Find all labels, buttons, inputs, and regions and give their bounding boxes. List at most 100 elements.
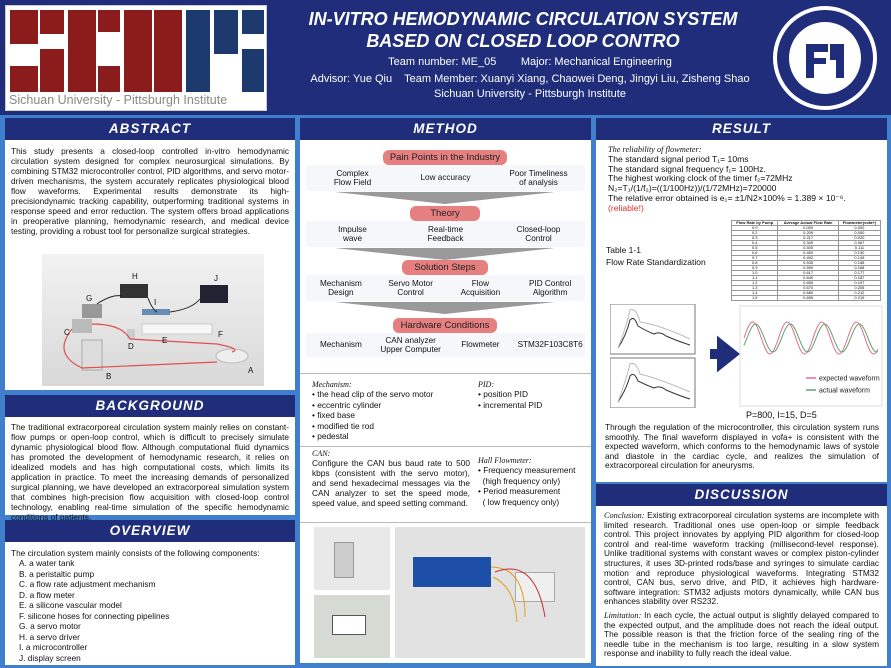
stage-title: Solution Steps bbox=[402, 260, 488, 275]
title-line-2: BASED ON CLOSED LOOP CONTRO bbox=[366, 31, 680, 51]
discussion-heading: DISCUSSION bbox=[596, 484, 887, 506]
label-H: H bbox=[132, 272, 138, 281]
result-heading: RESULT bbox=[596, 118, 887, 140]
list-item: H. a servo driver bbox=[19, 631, 80, 642]
abstract-heading: ABSTRACT bbox=[5, 118, 295, 140]
team-members: Team Member: Xuanyi Xiang, Chaowei Deng,… bbox=[404, 73, 750, 85]
error-line: The relative error obtained is e₁= ±1/N2… bbox=[608, 192, 846, 203]
limitation-label: Limitation: bbox=[604, 610, 642, 620]
flow-waveform-chart-1 bbox=[610, 304, 696, 355]
stage-item: Poor Timeliness of analysis bbox=[509, 168, 568, 188]
title-line-1: IN-VITRO HEMODYNAMIC CIRCULATION SYSTEM bbox=[308, 9, 738, 29]
label-J: J bbox=[214, 274, 218, 283]
stage-title: Theory bbox=[410, 206, 480, 221]
system-diagram-image: H I J G C D E F A B bbox=[42, 254, 264, 386]
team-number: Team number: ME_05 bbox=[388, 56, 497, 68]
table-cell: 1.5 bbox=[730, 295, 779, 301]
list-item: A. a water tank bbox=[19, 558, 75, 568]
table-cell: 0.219 bbox=[837, 295, 882, 301]
list-item: F. silicone hoses for connecting pipelin… bbox=[19, 610, 170, 621]
overview-panel: OVERVIEW The circulation system mainly c… bbox=[5, 520, 295, 665]
list-item: E. a silicone vascular model bbox=[19, 600, 122, 610]
waveform-mean-line-1 bbox=[617, 318, 691, 349]
stage-item: Low accuracy bbox=[420, 173, 471, 183]
stage-item: Complex Flow Field bbox=[333, 168, 372, 188]
stage-items-row: Impulse wave Real-time Feedback Closed-loo… bbox=[306, 221, 585, 247]
result-charts: expected waveform actual waveform bbox=[610, 304, 883, 408]
bullet-item: • position PID bbox=[478, 389, 528, 399]
down-chevron-icon bbox=[335, 248, 555, 260]
bullet-item: • fixed base bbox=[312, 410, 356, 420]
label-G: G bbox=[86, 294, 93, 303]
can-text: Configure the CAN bus baud rate to 500 k… bbox=[312, 458, 470, 508]
list-item: D. a flow meter bbox=[19, 589, 75, 600]
mechanism-title: Mechanism: bbox=[312, 380, 352, 389]
flowmeter-photo bbox=[314, 595, 390, 658]
can-block: CAN: Configure the CAN bus baud rate to … bbox=[312, 449, 470, 508]
bullet-item: • pedestal bbox=[312, 431, 349, 441]
reliability-line: The highest working clock of the timer f… bbox=[608, 173, 793, 184]
stage-item: Closed-loop Control bbox=[516, 224, 561, 244]
label-C: C bbox=[64, 328, 70, 337]
bullet-item: • Period measurement ( low frequency onl… bbox=[478, 486, 561, 507]
table-caption: Table 1-1 bbox=[606, 245, 641, 255]
stage-items-row: Mechanism CAN analyzer Upper Computer Flow… bbox=[306, 333, 585, 357]
component-list: A. a water tank B. a peristaltic pump C.… bbox=[5, 558, 295, 663]
label-E: E bbox=[162, 336, 168, 345]
arrow-right-icon bbox=[710, 335, 741, 373]
poster-header: Sichuan University - Pittsburgh Institut… bbox=[0, 0, 891, 115]
overview-intro: The circulation system mainly consists o… bbox=[11, 548, 260, 558]
reliability-line: The standard signal period T₁= 10ms bbox=[608, 153, 749, 164]
background-panel: BACKGROUND The traditional extracorporea… bbox=[5, 395, 295, 522]
university-seal bbox=[773, 6, 877, 110]
bullet-item: • the head clip of the servo motor bbox=[312, 389, 434, 399]
result-summary: Through the regulation of the microcontr… bbox=[605, 422, 879, 471]
stage-item: Servo Motor Control bbox=[388, 278, 433, 298]
stage-item: Impulse wave bbox=[338, 224, 367, 244]
label-D: D bbox=[128, 342, 134, 351]
expected-waveform-line bbox=[743, 321, 879, 355]
pid-params: P=800, I=15, D=5 bbox=[746, 410, 817, 420]
conclusion-label: Conclusion: bbox=[604, 511, 645, 520]
stage-item: Flowmeter bbox=[461, 340, 500, 350]
flow-waveform-chart-2 bbox=[610, 357, 696, 408]
microcontroller-photo bbox=[395, 527, 585, 658]
bullet-item: • incremental PID bbox=[478, 399, 543, 410]
overview-heading: OVERVIEW bbox=[5, 520, 295, 542]
label-F: F bbox=[218, 330, 223, 339]
legend-actual: actual waveform bbox=[819, 388, 870, 395]
poster-title: IN-VITRO HEMODYNAMIC CIRCULATION SYSTEM … bbox=[283, 8, 763, 52]
stage-item: Mechanism bbox=[319, 340, 362, 350]
reliability-line: The standard signal frequency f₁= 100Hz. bbox=[608, 163, 766, 174]
waveform-mean-line-2 bbox=[617, 373, 691, 403]
major: Major: Mechanical Engineering bbox=[520, 56, 672, 68]
bullet-item: • eccentric cylinder bbox=[312, 399, 382, 410]
limitation-text: In each cycle, the actual output is slig… bbox=[604, 609, 879, 659]
table-cell: 0.695 bbox=[777, 295, 839, 301]
pid-block: PID: • position PID • incremental PID bbox=[478, 380, 586, 410]
list-item: C. a flow rate adjustment mechanism bbox=[19, 579, 156, 589]
mechanism-block: Mechanism: • the head clip of the servo … bbox=[312, 380, 470, 442]
legend-expected: expected waveform bbox=[819, 376, 880, 383]
background-text: The traditional extracorporeal circulati… bbox=[11, 422, 289, 522]
discussion-panel: DISCUSSION Conclusion: Existing extracor… bbox=[596, 484, 887, 666]
stage-item: CAN analyzer Upper Computer bbox=[380, 335, 441, 355]
reliability-line: N₂=T₁/(1/f₂)=((1/100Hz))/(1/72MHz)=72000… bbox=[608, 183, 777, 194]
down-chevron-icon bbox=[335, 192, 555, 204]
hall-title: Hall Flowmeter: bbox=[478, 456, 532, 465]
list-item: B. a peristaltic pump bbox=[19, 568, 95, 579]
reliable-note: (reliable!) bbox=[608, 202, 644, 213]
stage-item: Mechanism Design bbox=[319, 278, 362, 298]
table-row: 1.5 0.695 0.219 bbox=[730, 295, 882, 301]
stage-items-row: Mechanism Design Servo Motor Control Flow … bbox=[306, 275, 585, 301]
scupi-logo: Sichuan University - Pittsburgh Institut… bbox=[5, 5, 267, 111]
can-title: CAN: bbox=[312, 449, 331, 458]
abstract-panel: ABSTRACT This study presents a closed-lo… bbox=[5, 118, 295, 390]
method-panel: METHOD Complex Flow Field Low accuracy Poo… bbox=[300, 118, 591, 663]
bullet-item: • Frequency measurement (high frequency … bbox=[478, 465, 576, 486]
stage-title: Hardware Conditions bbox=[393, 318, 497, 333]
conclusion-text: Existing extracorporeal circulation syst… bbox=[604, 510, 879, 607]
logo-text: Sichuan University - Pittsburgh Institut… bbox=[9, 93, 228, 107]
advisor: Advisor: Yue Qiu bbox=[310, 73, 393, 85]
mechanism-photo bbox=[314, 527, 390, 590]
